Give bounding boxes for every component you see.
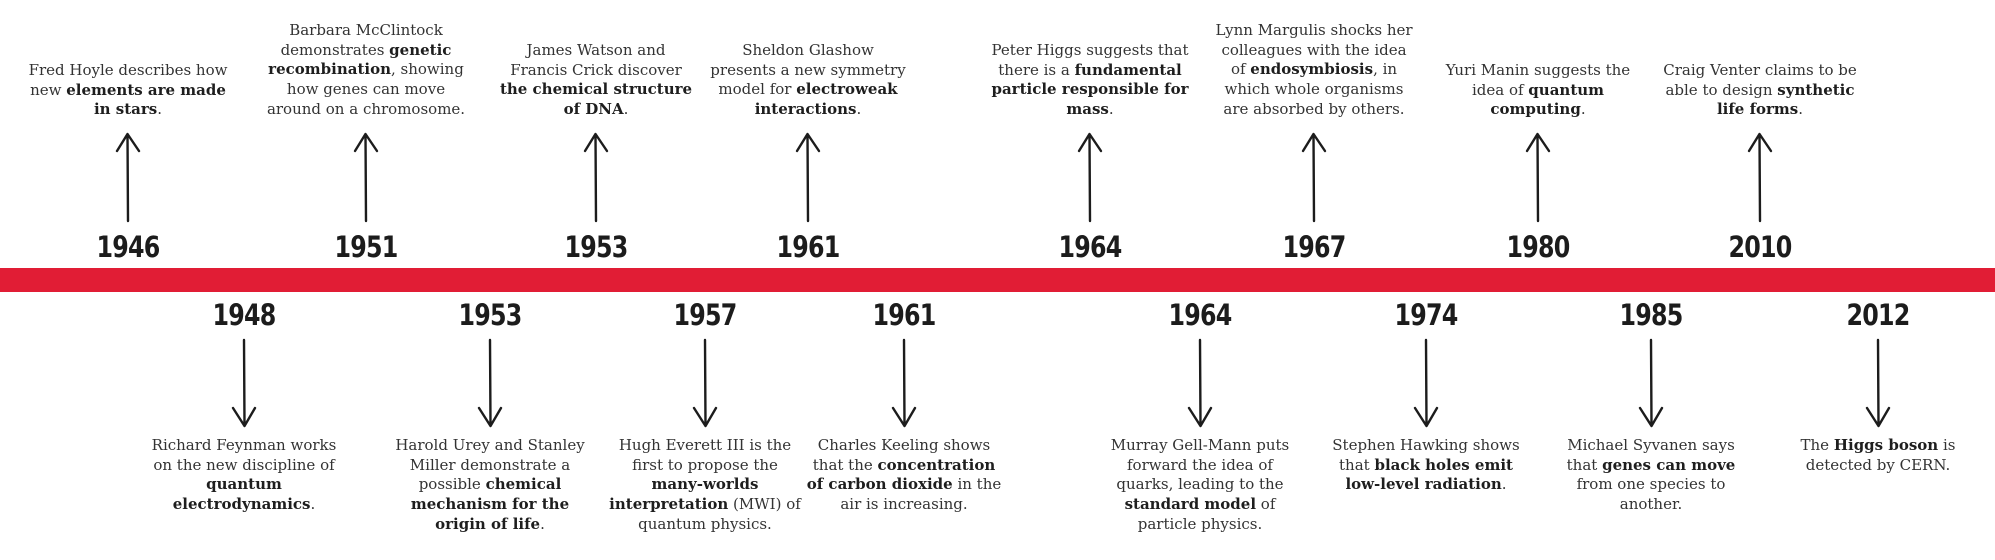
event-text: Sheldon Glashow presents a new symmetry …	[710, 41, 906, 99]
event-highlight: Higgs boson	[1833, 436, 1939, 454]
event-description: Yuri Manin suggests the idea of quantum …	[1438, 61, 1638, 120]
event-text: Lynn Margulis shocks her colleagues with…	[1215, 21, 1413, 79]
arrow-down-icon	[477, 338, 503, 428]
event-year: 1974	[1394, 298, 1459, 332]
event-text: .	[1798, 100, 1804, 119]
event-description: Sheldon Glashow presents a new symmetry …	[708, 41, 908, 120]
arrow-down-icon	[1865, 338, 1891, 428]
event-year: 1948	[212, 298, 277, 332]
event-text: Michael Syvanen says that	[1566, 436, 1735, 474]
event-year: 1957	[673, 298, 738, 332]
event-year: 1961	[872, 298, 937, 332]
event-description: Michael Syvanen says that genes can move…	[1551, 436, 1751, 515]
event-text: James Watson and Francis Crick discover	[510, 41, 682, 79]
event-text: Harold Urey and Stanley Miller demonstra…	[395, 436, 585, 494]
event-text: of particle physics.	[1137, 495, 1276, 533]
event-description: Hugh Everett III is the first to propose…	[605, 436, 805, 535]
event-year: 1985	[1619, 298, 1684, 332]
event-text: Richard Feynman works on the new discipl…	[151, 436, 337, 474]
event-year: 1964	[1058, 230, 1123, 264]
event-highlight: fundamental particle responsible for mas…	[991, 60, 1189, 119]
arrow-up-icon	[353, 132, 379, 223]
event-text: .	[1108, 100, 1114, 119]
event-description: Barbara McClintock demonstrates genetic …	[266, 21, 466, 120]
event-text: , in which whole organisms are absorbed …	[1223, 60, 1405, 118]
event-text: from one species to another.	[1576, 475, 1726, 514]
event-highlight: genes can move	[1602, 455, 1736, 474]
event-highlight: quantum electrodynamics	[172, 475, 311, 514]
event-text: Barbara McClintock demonstrates	[280, 21, 443, 59]
arrow-down-icon	[231, 338, 257, 428]
arrow-up-icon	[1301, 132, 1327, 223]
event-description: Murray Gell-Mann puts forward the idea o…	[1100, 436, 1300, 535]
event-description: Craig Venter claims to be able to design…	[1660, 61, 1860, 120]
event-text: (MWI) of quantum physics.	[638, 495, 801, 533]
event-highlight: many-worlds interpretation	[609, 475, 759, 514]
event-text: Craig Venter claims to be able to design	[1663, 61, 1857, 99]
event-text: , showing how genes can move around on a…	[266, 60, 466, 118]
event-year: 1980	[1506, 230, 1571, 264]
event-text: .	[1580, 100, 1586, 119]
event-year: 1961	[776, 230, 841, 264]
event-text: The	[1800, 436, 1834, 454]
arrow-down-icon	[891, 338, 917, 428]
event-highlight: genetic recombination	[268, 40, 452, 79]
event-highlight: quantum computing	[1490, 80, 1605, 119]
event-year: 1953	[458, 298, 523, 332]
event-highlight: black holes emit low-level radiation	[1345, 455, 1513, 494]
arrow-up-icon	[1077, 132, 1103, 223]
event-text: .	[623, 100, 629, 119]
arrow-up-icon	[115, 132, 141, 223]
event-description: Harold Urey and Stanley Miller demonstra…	[390, 436, 590, 535]
event-description: The Higgs boson is detected by CERN.	[1778, 436, 1978, 475]
event-year: 1967	[1282, 230, 1347, 264]
event-description: James Watson and Francis Crick discover …	[496, 41, 696, 120]
event-text: .	[540, 514, 545, 533]
event-text: .	[1501, 475, 1507, 494]
arrow-up-icon	[1525, 132, 1551, 223]
event-text: Charles Keeling shows that the	[812, 436, 991, 474]
event-description: Richard Feynman works on the new discipl…	[144, 436, 344, 515]
event-highlight: the chemical structure of DNA	[499, 80, 693, 119]
event-description: Lynn Margulis shocks her colleagues with…	[1214, 21, 1414, 120]
arrow-down-icon	[1187, 338, 1213, 428]
event-text: Yuri Manin suggests the idea of	[1445, 61, 1631, 99]
event-text: Fred Hoyle describes how new	[28, 61, 228, 99]
arrow-up-icon	[583, 132, 609, 223]
event-highlight: endosymbiosis	[1250, 60, 1374, 79]
arrow-up-icon	[1747, 132, 1773, 223]
event-highlight: electroweak interactions	[754, 80, 898, 119]
event-text: Stephen Hawking shows that	[1332, 436, 1520, 474]
event-description: Stephen Hawking shows that black holes e…	[1326, 436, 1526, 495]
arrow-down-icon	[1638, 338, 1664, 428]
event-highlight: chemical mechanism for the origin of lif…	[410, 475, 570, 533]
event-text: .	[310, 495, 316, 514]
event-highlight: elements are made in stars	[66, 80, 226, 119]
event-text: is detected by CERN.	[1805, 436, 1956, 474]
event-text: .	[157, 100, 163, 119]
event-year: 1951	[334, 230, 399, 264]
event-highlight: standard model	[1124, 495, 1257, 514]
event-text: .	[856, 100, 862, 119]
arrow-down-icon	[692, 338, 718, 428]
event-text: Peter Higgs suggests that there is a	[991, 41, 1189, 79]
event-year: 1964	[1168, 298, 1233, 332]
event-text: Murray Gell-Mann puts forward the idea o…	[1110, 436, 1290, 494]
event-description: Peter Higgs suggests that there is a fun…	[990, 41, 1190, 120]
event-year: 2010	[1728, 230, 1793, 264]
event-description: Charles Keeling shows that the concentra…	[804, 436, 1004, 515]
event-year: 1946	[96, 230, 161, 264]
event-description: Fred Hoyle describes how new elements ar…	[28, 61, 228, 120]
event-text: Hugh Everett III is the first to propose…	[618, 436, 792, 474]
event-year: 2012	[1846, 298, 1911, 332]
event-text: in the air is increasing.	[840, 475, 1002, 514]
timeline-bar	[0, 268, 1995, 292]
event-year: 1953	[564, 230, 629, 264]
arrow-up-icon	[795, 132, 821, 223]
event-highlight: synthetic life forms	[1716, 80, 1855, 119]
event-highlight: concentration of carbon dioxide	[806, 455, 996, 494]
arrow-down-icon	[1413, 338, 1439, 428]
